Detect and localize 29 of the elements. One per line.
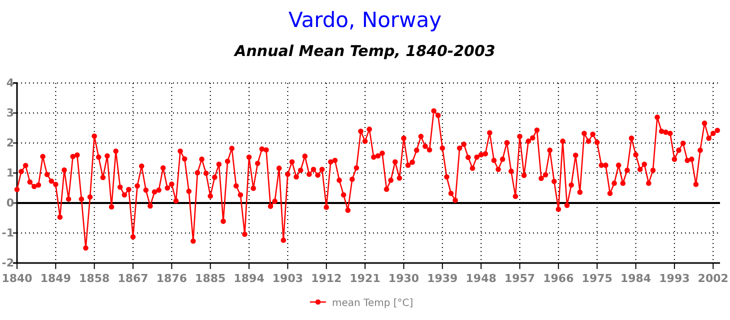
x-tick-label: 1993 [659,272,690,285]
y-tick-label: -1 [2,226,14,240]
y-tick-label: 2 [6,136,14,150]
chart-title: Vardo, Norway [288,8,442,32]
x-tick-label: 1984 [620,272,652,285]
x-tick-label: 1876 [156,272,188,285]
y-tick-label: 0 [6,196,14,210]
y-tick-label: 1 [6,166,14,180]
x-tick-label: 1966 [543,272,574,285]
y-tick-label: -2 [2,256,14,270]
x-tick-label: 1912 [311,272,342,285]
y-tick-label: 3 [6,106,14,120]
legend-label: mean Temp [°C] [332,298,414,309]
x-tick-label: 1858 [79,272,110,285]
x-tick-label: 1903 [272,272,304,285]
x-tick-label: 2002 [698,272,728,285]
chart-subtitle: Annual Mean Temp, 1840-2003 [234,42,496,60]
x-tick-label: 1939 [427,272,458,285]
x-tick-label: 1930 [388,272,420,285]
x-tick-label: 1840 [2,272,33,285]
x-tick-label: 1867 [118,272,148,285]
x-tick-label: 1885 [195,272,226,285]
x-tick-label: 1849 [40,272,71,285]
x-tick-label: 1957 [504,272,536,285]
x-tick-label: 1948 [466,272,496,285]
x-tick-label: 1894 [234,272,265,285]
x-tick-label: 1921 [350,272,380,285]
x-tick-label: 1975 [582,272,612,285]
y-tick-label: 4 [6,76,14,90]
